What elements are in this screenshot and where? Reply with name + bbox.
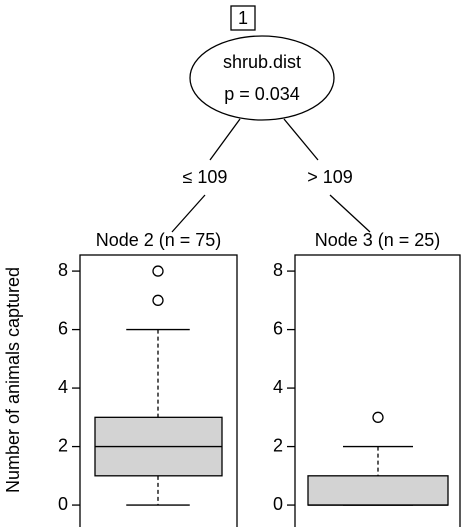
y-tick-label: 0: [58, 494, 68, 514]
edge: [329, 194, 371, 233]
outlier: [152, 294, 164, 306]
y-tick-label: 8: [273, 260, 283, 280]
y-axis-label: Number of animals captured: [3, 267, 23, 493]
panel-frame: [79, 254, 238, 527]
box: [307, 475, 449, 506]
outlier: [372, 411, 384, 423]
panel-frame: [294, 254, 461, 527]
panel-title: Node 2 (n = 75): [96, 230, 222, 250]
outlier: [152, 265, 164, 277]
split-variable: shrub.dist: [223, 52, 301, 72]
p-value: p = 0.034: [224, 84, 300, 104]
node-id-box: [230, 5, 256, 31]
node-id: 1: [238, 8, 248, 28]
edge: [283, 118, 319, 161]
y-tick-label: 2: [58, 435, 68, 455]
inner-node: [189, 35, 335, 121]
y-tick-label: 4: [58, 377, 68, 397]
y-tick-label: 6: [58, 318, 68, 338]
edge-label: > 109: [307, 167, 353, 187]
y-tick-label: 4: [273, 377, 283, 397]
edge: [171, 194, 206, 233]
y-tick-label: 2: [273, 435, 283, 455]
y-tick-label: 6: [273, 318, 283, 338]
y-tick-label: 8: [58, 260, 68, 280]
y-tick-label: 0: [273, 494, 283, 514]
edge-label: ≤ 109: [183, 167, 228, 187]
panel-title: Node 3 (n = 25): [315, 230, 441, 250]
edge: [209, 118, 241, 161]
